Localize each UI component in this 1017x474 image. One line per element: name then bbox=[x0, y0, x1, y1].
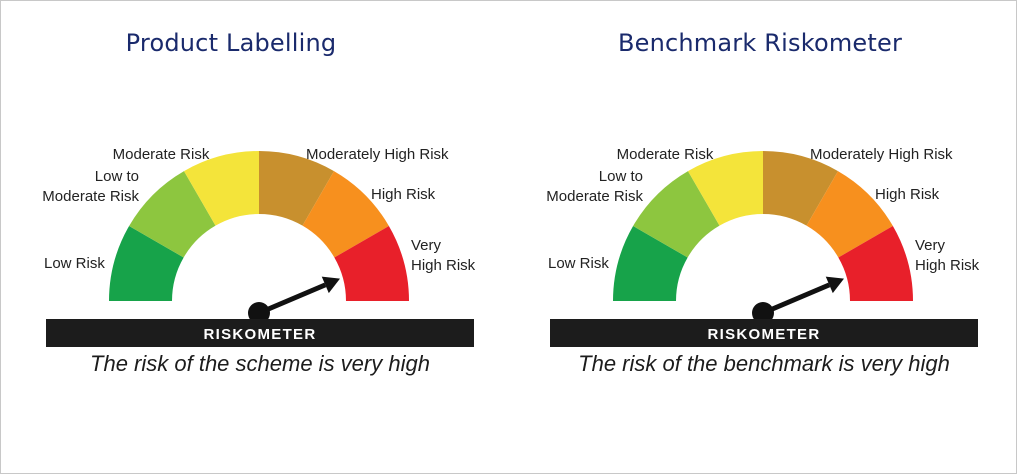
risk-label-moderate-risk: Moderate Risk bbox=[617, 146, 714, 163]
risk-label-very-high-risk: Very High Risk bbox=[915, 237, 980, 274]
benchmark-riskometer-panel: Benchmark Riskometer Low Risk Low to Moder… bbox=[505, 1, 1013, 473]
gauge-segment-low-risk bbox=[613, 226, 688, 301]
riskometer-gauge: Low Risk Low to Moderate Risk Moderate Risk… bbox=[42, 146, 476, 376]
risk-label-very-high-risk: Very High Risk bbox=[411, 237, 476, 274]
gauge-segment-low-to-moderate-risk bbox=[129, 171, 216, 258]
risk-label-moderately-high-risk: Moderately High Risk bbox=[810, 146, 953, 163]
needle-shaft bbox=[769, 282, 831, 313]
risk-label-low-risk: Low Risk bbox=[548, 255, 609, 272]
needle-hub bbox=[752, 302, 774, 324]
gauge-segment-moderate-risk bbox=[184, 151, 259, 226]
riskometer-caption: The risk of the scheme is very high bbox=[90, 351, 430, 376]
risk-label-high-risk: High Risk bbox=[875, 186, 940, 203]
needle-hub bbox=[248, 302, 270, 324]
gauge-segment-low-to-moderate-risk bbox=[633, 171, 720, 258]
gauge-segment-high-risk bbox=[302, 171, 389, 258]
needle-shaft bbox=[265, 282, 327, 313]
risk-label-moderately-high-risk: Moderately High Risk bbox=[306, 146, 449, 163]
risk-label-moderate-risk: Moderate Risk bbox=[113, 146, 210, 163]
gauge-segment-very-high-risk bbox=[334, 226, 409, 301]
panel-title-product-labelling: Product Labelling bbox=[125, 29, 337, 57]
gauge-segment-high-risk bbox=[806, 171, 893, 258]
gauge-segment-moderately-high-risk bbox=[763, 151, 838, 226]
panel-title-benchmark-riskometer: Benchmark Riskometer bbox=[617, 29, 903, 57]
riskometer-bar-label: RISKOMETER bbox=[203, 326, 316, 343]
riskometer-bar bbox=[550, 319, 978, 347]
needle-arrowhead bbox=[321, 276, 341, 294]
riskometer-bar-label: RISKOMETER bbox=[707, 326, 820, 343]
risk-label-low-to-moderate-risk: Low to Moderate Risk bbox=[42, 168, 139, 205]
risk-label-high-risk: High Risk bbox=[371, 186, 436, 203]
product-labelling-panel: Product Labelling Low Risk Low to Moderate… bbox=[1, 1, 509, 473]
gauge-segment-very-high-risk bbox=[838, 226, 913, 301]
gauge-segment-moderate-risk bbox=[688, 151, 763, 226]
risk-label-low-risk: Low Risk bbox=[44, 255, 105, 272]
riskometer-gauge: Low Risk Low to Moderate Risk Moderate Risk… bbox=[546, 146, 980, 376]
gauge-segment-low-risk bbox=[109, 226, 184, 301]
riskometer-caption: The risk of the benchmark is very high bbox=[578, 351, 950, 376]
needle-arrowhead bbox=[825, 276, 845, 294]
gauge-segment-moderately-high-risk bbox=[259, 151, 334, 226]
risk-label-low-to-moderate-risk: Low to Moderate Risk bbox=[546, 168, 643, 205]
riskometer-bar bbox=[46, 319, 474, 347]
